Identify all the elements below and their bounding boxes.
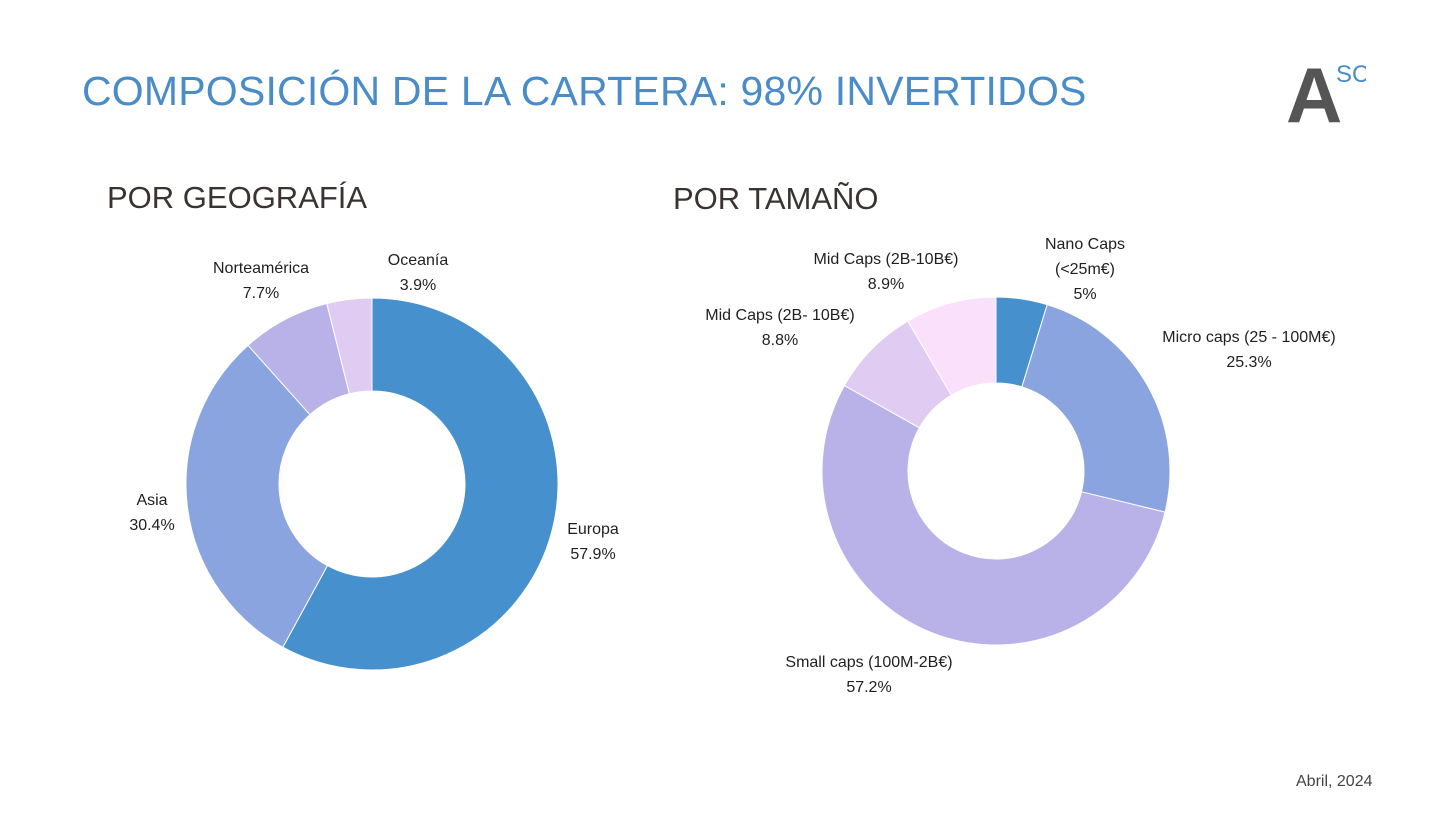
size-label-name-0-1: (<25m€) [1055,261,1115,278]
logo-superscript: SC [1336,61,1366,88]
size-label-value-2: 57.2% [846,679,891,696]
size-label-value-3: 8.8% [762,332,798,349]
size-label-name-0-0: Nano Caps [1045,236,1125,253]
size-label-name-1: Micro caps (25 - 100M€) [1162,329,1335,346]
geo-slice-1 [185,344,329,648]
size-label-name-2: Small caps (100M-2B€) [785,654,952,671]
page-title: COMPOSICIÓN DE LA CARTERA: 98% INVERTIDO… [82,68,1087,114]
size-label-name-4: Mid Caps (2B-10B€) [814,251,959,268]
size-label-value-4: 8.9% [868,276,904,293]
size-label-name-3: Mid Caps (2B- 10B€) [705,307,854,324]
brand-logo: A SC [1286,51,1369,139]
geo-label-value-0: 57.9% [570,546,615,563]
geo-slice-3 [326,297,373,395]
size-label-value-0: 5% [1073,286,1096,303]
size-slice-2 [821,384,1166,646]
geo-label-value-2: 7.7% [243,285,279,302]
geo-label-name-1: Asia [136,492,167,509]
chart-title-geography: POR GEOGRAFÍA [107,180,368,215]
logo-letter: A [1286,58,1342,128]
geo-slice-0 [282,297,559,671]
footer-date: Abril, 2024 [1296,773,1373,790]
geo-label-value-1: 30.4% [129,517,174,534]
geo-label-name-0: Europa [567,521,619,538]
geo-label-value-3: 3.9% [400,277,436,294]
size-slice-4 [907,296,997,396]
geo-label-name-2: Norteamérica [213,260,309,277]
geo-label-name-3: Oceanía [388,252,449,269]
chart-title-size: POR TAMAÑO [673,181,879,216]
size-label-value-1: 25.3% [1226,354,1271,371]
donut-chart-geography: Europa 57.9% Asia 30.4% Norteamérica 7.7% Ocea… [129,252,619,671]
size-slice-1 [1021,304,1171,513]
